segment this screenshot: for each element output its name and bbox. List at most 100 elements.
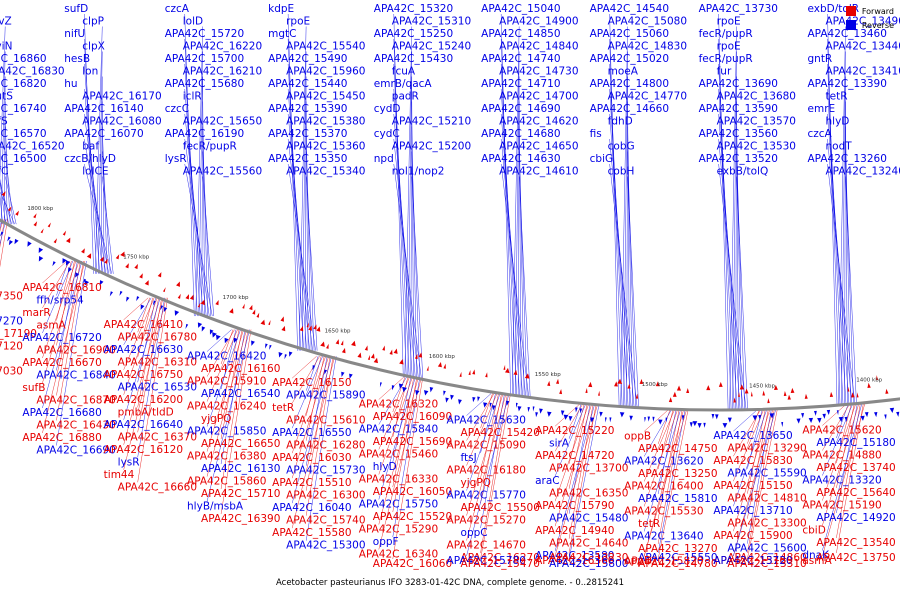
leader-line xyxy=(480,393,511,560)
gene-label: APA42C_15270 xyxy=(447,515,526,527)
gene-label: APA42C_16030 xyxy=(272,452,351,464)
reverse-gene-arrow xyxy=(822,413,826,419)
forward-gene-arrow xyxy=(739,384,745,390)
gene-label: hu xyxy=(64,78,77,90)
leader-line xyxy=(84,38,98,274)
reverse-gene-arrow xyxy=(0,231,4,237)
gene-label: APA42C_14620 xyxy=(499,116,578,128)
leader-line xyxy=(42,260,83,409)
reverse-gene-arrow xyxy=(808,417,814,423)
gene-label: APA42C_15340 xyxy=(286,166,365,178)
forward-gene-arrow xyxy=(847,386,850,392)
gene-label: APA42C_16130 xyxy=(201,463,280,475)
reverse-gene-arrow xyxy=(864,412,869,418)
forward-gene-arrow xyxy=(200,299,205,306)
forward-gene-arrow xyxy=(357,352,362,358)
forward-gene-arrow xyxy=(33,221,38,227)
forward-gene-arrow xyxy=(783,390,787,396)
forward-gene-arrow xyxy=(280,316,284,322)
gene-label: gntR xyxy=(808,53,833,65)
leader-line xyxy=(206,329,238,402)
gene-label: rpoE xyxy=(717,16,741,28)
reverse-gene-arrow xyxy=(38,247,44,254)
forward-gene-arrow xyxy=(340,340,344,346)
leader-line xyxy=(298,26,307,351)
reverse-gene-arrow xyxy=(483,402,488,408)
reverse-gene-arrow xyxy=(212,332,217,338)
forward-gene-arrow xyxy=(341,347,346,354)
legend-forward-label: Forward xyxy=(861,6,894,16)
reverse-gene-arrow xyxy=(443,390,446,396)
reverse-swatch xyxy=(845,20,856,30)
leader-line xyxy=(301,51,307,351)
leader-line xyxy=(627,176,639,408)
gene-label: cobG xyxy=(608,141,635,153)
leader-line xyxy=(393,13,404,378)
gene-label: rpoE xyxy=(717,41,741,53)
forward-gene-arrow xyxy=(242,303,245,309)
kbp-tick-label: 1750 kbp xyxy=(123,254,149,260)
forward-gene-arrow xyxy=(393,348,398,354)
forward-gene-arrow xyxy=(125,263,129,269)
gene-label: APA42C_16680 xyxy=(22,407,101,419)
leader-line xyxy=(0,191,15,225)
reverse-gene-arrow xyxy=(67,267,72,273)
gene-label: APA42C_16880 xyxy=(22,432,101,444)
leader-line xyxy=(84,138,110,274)
leader-line xyxy=(554,404,589,502)
gene-label: APA42C_13490 xyxy=(826,16,900,28)
gene-label: sufC xyxy=(0,166,8,178)
reverse-gene-arrow xyxy=(689,422,693,428)
gene-label: APA42C_13590 xyxy=(699,103,778,115)
forward-gene-arrow xyxy=(426,365,429,371)
leader-line xyxy=(643,409,669,432)
gene-label: APA42C_15550 xyxy=(638,552,717,564)
leader-line xyxy=(393,38,407,378)
leader-line xyxy=(466,393,498,466)
gene-label: APA42C_13290 xyxy=(727,443,806,455)
forward-gene-arrow xyxy=(33,213,37,219)
gene-label: APA42C_17120 xyxy=(0,340,23,352)
gene-label: baf xyxy=(82,141,99,153)
gene-label: czcC xyxy=(165,103,189,115)
leader-line xyxy=(0,182,12,225)
reverse-gene-arrow xyxy=(458,399,462,405)
leader-line xyxy=(514,51,520,397)
gene-label: APA42C_17190 xyxy=(0,328,37,340)
forward-gene-arrow xyxy=(627,383,631,389)
forward-gene-arrow xyxy=(787,394,791,400)
forward-gene-arrow xyxy=(867,382,871,388)
forward-gene-arrow xyxy=(15,210,19,216)
leader-line xyxy=(732,51,737,410)
reverse-gene-arrow xyxy=(278,352,283,358)
gene-label: araC xyxy=(535,475,560,487)
forward-gene-arrow xyxy=(414,353,418,360)
gene-label: APA42C_16840 xyxy=(36,369,115,381)
leader-line xyxy=(0,178,9,225)
gene-label: APA42C_15180 xyxy=(816,437,895,449)
reverse-gene-arrow xyxy=(781,422,784,428)
leader-line xyxy=(480,393,508,554)
forward-gene-arrow xyxy=(750,391,753,397)
gene-label: APA42C_15700 xyxy=(165,53,244,65)
reverse-gene-arrow xyxy=(579,408,583,414)
leader-line xyxy=(202,176,215,317)
reverse-gene-arrow xyxy=(590,417,595,423)
leader-line xyxy=(137,297,168,483)
reverse-gene-arrow xyxy=(402,386,407,393)
leader-line xyxy=(305,176,318,351)
reverse-gene-arrow xyxy=(844,416,848,422)
gene-label: APA42C_14650 xyxy=(499,141,578,153)
leader-line xyxy=(500,163,529,397)
kbp-tick-label: 1400 kbp xyxy=(856,378,882,384)
gene-label: APA42C_16860 xyxy=(0,53,47,65)
forward-gene-arrow xyxy=(139,273,143,279)
gene-label: APA42C_16200 xyxy=(104,394,183,406)
gene-label: APA42C_16220 xyxy=(183,41,262,53)
reverse-gene-arrow xyxy=(136,296,140,302)
reverse-gene-arrow xyxy=(644,417,646,423)
gene-label: cydC xyxy=(374,128,400,140)
gene-label: fecR/pupR xyxy=(699,28,753,40)
gene-label: APA42C_16270 xyxy=(461,552,540,564)
reverse-gene-arrow xyxy=(874,411,878,418)
